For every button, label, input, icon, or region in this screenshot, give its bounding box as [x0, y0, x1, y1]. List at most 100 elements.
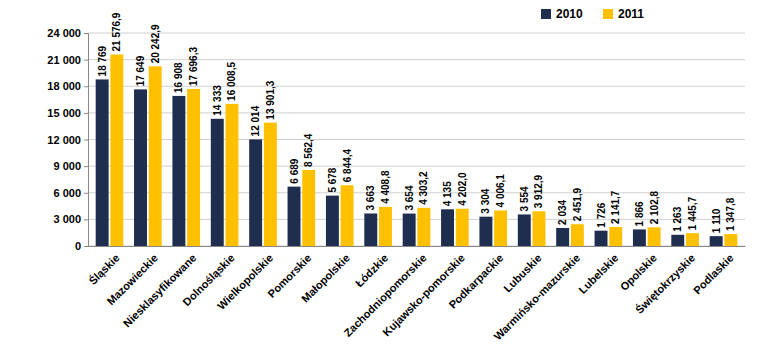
- legend-swatch: [603, 9, 613, 19]
- data-labels: 18 76917 64916 90814 33312 0146 6895 678…: [97, 12, 737, 233]
- y-tick: 18 000: [47, 80, 88, 92]
- data-label: 4 006,1: [495, 174, 506, 208]
- x-tick: Opolskie: [618, 246, 659, 293]
- data-label: 20 242,9: [150, 24, 161, 63]
- x-tick: Łódzkie: [353, 246, 390, 289]
- data-label: 3 912,9: [533, 174, 544, 208]
- bar: [134, 89, 147, 246]
- bar: [686, 233, 699, 246]
- data-label: 1 263: [672, 206, 683, 231]
- y-tick-label: 9 000: [53, 160, 81, 172]
- bar: [302, 170, 315, 246]
- data-label: 3 554: [519, 186, 530, 211]
- bar: [96, 79, 109, 246]
- chart: 0 3 000 6 000 9 000 12 000 15 000 18 000 21 000…: [0, 0, 775, 359]
- bar: [571, 224, 584, 246]
- bar: [364, 213, 377, 246]
- grid-line: [88, 166, 745, 167]
- y-tick: 15 000: [47, 107, 88, 119]
- legend-label: 2011: [618, 7, 644, 21]
- x-tick: Wielkopolskie: [215, 246, 275, 312]
- y-tick-label: 12 000: [47, 134, 81, 146]
- bar: [671, 235, 684, 246]
- bar: [379, 207, 392, 246]
- grid-line: [88, 59, 745, 60]
- grid-line: [88, 33, 745, 34]
- y-tick: 21 000: [47, 54, 88, 66]
- y-tick-mark: [84, 219, 88, 220]
- y-tick: 3 000: [53, 213, 88, 225]
- y-tick-label: 6 000: [53, 187, 81, 199]
- bar: [724, 234, 737, 246]
- data-label: 5 678: [327, 167, 338, 192]
- bar: [609, 227, 622, 246]
- x-tick-label: Podlaskie: [691, 252, 736, 297]
- data-label: 21 576,9: [111, 12, 122, 51]
- bar: [341, 185, 354, 246]
- x-tick-label: Niesklasyfikowane: [121, 252, 199, 330]
- data-label: 1 110: [711, 208, 722, 233]
- x-tick-label: Podkarpackie: [446, 252, 505, 311]
- x-tick-label: Śląskie: [86, 252, 121, 287]
- bar: [518, 214, 531, 246]
- grid: [88, 33, 745, 246]
- data-label: 17 696,3: [188, 47, 199, 86]
- x-tick: Świętokrzyskie: [633, 246, 697, 316]
- y-tick: 6 000: [53, 187, 88, 199]
- x-tick: Warmińsko-mazurskie: [491, 246, 582, 342]
- grid-line: [88, 86, 745, 87]
- data-label: 3 304: [480, 188, 491, 213]
- bar: [326, 196, 339, 246]
- bar: [633, 229, 646, 246]
- bar: [264, 123, 277, 246]
- bar: [417, 208, 430, 246]
- data-label: 16 008,5: [226, 62, 237, 101]
- data-label: 3 663: [365, 185, 376, 210]
- y-tick-mark: [84, 193, 88, 194]
- x-tick-label: Małopolskie: [299, 252, 352, 305]
- data-label: 1 866: [634, 201, 645, 226]
- data-label: 6 844,4: [342, 148, 353, 182]
- grid-line: [88, 192, 745, 193]
- y-tick-label: 3 000: [53, 213, 81, 225]
- bar: [648, 227, 661, 246]
- y-tick-mark: [84, 246, 88, 247]
- legend-item: 2010: [541, 7, 583, 21]
- series-bars: [96, 79, 723, 246]
- x-axis-line: [89, 246, 746, 247]
- bar: [288, 187, 301, 246]
- data-label: 16 908: [173, 62, 184, 93]
- data-label: 17 649: [135, 55, 146, 86]
- y-tick-label: 0: [75, 240, 81, 252]
- x-tick-label: Wielkopolskie: [215, 252, 275, 312]
- x-tick: Małopolskie: [299, 246, 352, 305]
- y-tick-label: 24 000: [47, 27, 81, 39]
- y-axis-line: [84, 34, 89, 247]
- data-label: 2 034: [557, 199, 568, 224]
- data-label: 4 303,2: [418, 171, 429, 205]
- x-tick: Niesklasyfikowane: [121, 246, 199, 329]
- data-label: 8 562,4: [303, 133, 314, 167]
- bar: [595, 231, 608, 246]
- plot: 0 3 000 6 000 9 000 12 000 15 000 18 000 21 000…: [47, 12, 745, 342]
- data-label: 4 408,8: [380, 170, 391, 204]
- bar: [403, 214, 416, 246]
- data-label: 2 141,7: [610, 190, 621, 224]
- y-tick: 0: [75, 240, 88, 252]
- x-tick-label: Świętokrzyskie: [633, 252, 697, 316]
- y-tick-mark: [84, 60, 88, 61]
- x-tick-label: Łódzkie: [353, 252, 390, 289]
- data-label: 1 726: [596, 202, 607, 227]
- data-label: 6 689: [289, 158, 300, 183]
- data-label: 14 333: [212, 85, 223, 116]
- bar: [110, 55, 123, 246]
- data-label: 3 654: [404, 185, 415, 210]
- grid-line: [88, 246, 745, 247]
- data-label: 12 014: [250, 105, 261, 136]
- data-label: 1 347,8: [725, 197, 736, 231]
- y-tick-mark: [84, 166, 88, 167]
- bar: [494, 210, 507, 246]
- grid-line: [88, 112, 745, 113]
- y-tick-mark: [84, 33, 88, 34]
- bar: [710, 236, 723, 246]
